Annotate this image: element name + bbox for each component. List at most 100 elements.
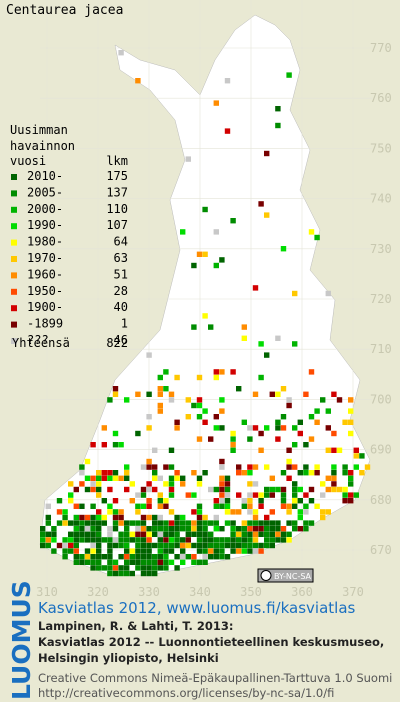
observation-square — [258, 531, 264, 537]
observation-square — [241, 526, 247, 532]
observation-square — [146, 548, 152, 554]
observation-square — [146, 554, 152, 560]
observation-square — [213, 425, 219, 431]
observation-square — [258, 526, 264, 532]
observation-square — [297, 514, 303, 521]
observation-square — [90, 442, 96, 448]
observation-square — [73, 548, 79, 554]
observation-square — [219, 542, 225, 549]
observation-square — [191, 509, 197, 515]
observation-square — [152, 464, 158, 470]
observation-square — [303, 442, 309, 448]
observation-square — [124, 464, 130, 470]
observation-square — [252, 514, 259, 521]
observation-square — [185, 414, 191, 420]
observation-square — [219, 486, 225, 493]
legend-count: 46 — [114, 333, 128, 347]
observation-square — [96, 548, 102, 554]
observation-square — [202, 419, 208, 425]
observation-square — [196, 531, 203, 537]
observation-square — [90, 565, 96, 571]
observation-square — [62, 514, 68, 521]
observation-square — [224, 492, 231, 498]
observation-square — [224, 475, 231, 481]
observation-square — [258, 430, 264, 437]
observation-square — [45, 531, 51, 537]
observation-square — [241, 335, 247, 341]
observation-square — [40, 537, 46, 543]
observation-square — [180, 475, 186, 481]
observation-square — [112, 509, 119, 515]
observation-square — [62, 554, 68, 560]
observation-square — [264, 526, 270, 532]
observation-square — [297, 498, 303, 504]
observation-square — [146, 565, 152, 571]
observation-square — [118, 509, 124, 515]
observation-square — [269, 531, 275, 537]
observation-square — [68, 481, 74, 487]
observation-square — [252, 509, 259, 515]
observation-square — [185, 542, 191, 549]
observation-square — [202, 542, 208, 549]
observation-square — [269, 542, 275, 549]
observation-square — [191, 492, 197, 498]
observation-square — [152, 520, 158, 526]
y-label: 680 — [370, 493, 392, 507]
observation-square — [336, 447, 343, 453]
observation-square — [236, 492, 242, 498]
observation-square — [348, 397, 354, 403]
observation-square — [62, 520, 68, 526]
observation-square — [152, 542, 158, 549]
license: Creative Commons Nimeä-Epäkaupallinen-Ta… — [38, 671, 392, 685]
observation-square — [286, 509, 292, 515]
observation-square — [168, 397, 175, 403]
observation-square — [79, 520, 85, 526]
observation-square — [168, 464, 175, 470]
observation-square — [96, 509, 102, 515]
observation-square — [325, 509, 331, 515]
observation-square — [269, 475, 275, 481]
observation-square — [275, 335, 281, 341]
observation-square — [96, 565, 102, 571]
observation-square — [224, 486, 231, 493]
observation-square — [348, 475, 354, 481]
observation-square — [84, 526, 91, 532]
observation-square — [303, 509, 309, 515]
legend-label: 1900- — [27, 300, 63, 314]
observation-square — [180, 542, 186, 549]
observation-square — [280, 470, 287, 476]
observation-square — [140, 520, 147, 526]
observation-square — [247, 531, 253, 537]
observation-square — [191, 559, 197, 565]
observation-square — [118, 442, 124, 448]
observation-square — [180, 554, 186, 560]
observation-square — [314, 503, 320, 509]
observation-square — [280, 486, 287, 493]
observation-square — [129, 498, 135, 504]
observation-square — [286, 464, 292, 470]
observation-square — [247, 520, 253, 526]
observation-square — [79, 503, 85, 509]
observation-square — [79, 554, 85, 560]
observation-square — [286, 402, 292, 409]
observation-square — [258, 520, 264, 526]
observation-square — [219, 503, 225, 509]
observation-square — [247, 425, 253, 431]
observation-square — [118, 514, 124, 521]
observation-square — [241, 503, 247, 509]
x-label: 330 — [138, 585, 160, 599]
observation-square — [51, 537, 57, 543]
observation-square — [140, 503, 147, 509]
observation-square — [135, 78, 141, 84]
observation-square — [230, 369, 236, 375]
observation-square — [331, 430, 337, 437]
observation-square — [146, 503, 152, 509]
total-label: Yhteensä — [12, 336, 70, 350]
observation-square — [90, 514, 96, 521]
observation-square — [264, 486, 270, 493]
observation-square — [129, 537, 135, 543]
observation-square — [107, 542, 113, 549]
observation-square — [135, 391, 141, 397]
observation-square — [90, 481, 96, 487]
observation-square — [90, 526, 96, 532]
